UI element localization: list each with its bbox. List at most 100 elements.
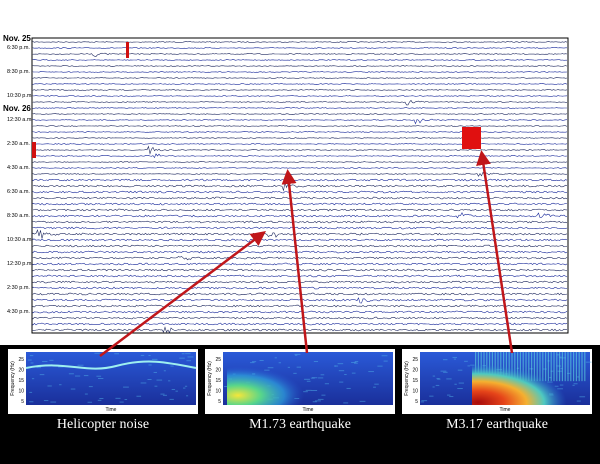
trace xyxy=(32,118,568,125)
time-labels: Nov. 25 Nov. 26 6:30 p.m. 8:30 p.m. 10:30 p.… xyxy=(3,34,33,315)
noise xyxy=(29,401,34,403)
tick-label: 10 xyxy=(18,389,24,395)
time-label: 8:30 a.m. xyxy=(7,213,30,219)
noise xyxy=(96,375,102,377)
caption: M1.73 earthquake xyxy=(249,417,351,432)
noise xyxy=(436,378,440,380)
noise xyxy=(421,400,428,402)
arrow xyxy=(476,150,514,354)
time-label: 12:30 p.m. xyxy=(7,261,33,267)
trace xyxy=(32,113,568,115)
noise xyxy=(353,362,358,364)
noise xyxy=(374,383,379,385)
noise xyxy=(432,375,436,377)
tick-label: 25 xyxy=(215,357,221,363)
noise xyxy=(437,378,441,380)
noise xyxy=(185,353,191,355)
noise xyxy=(99,397,104,399)
signal xyxy=(472,354,590,405)
noise xyxy=(47,385,52,387)
noise xyxy=(49,359,54,361)
trace xyxy=(32,83,568,85)
trace xyxy=(32,99,567,106)
noise xyxy=(97,399,102,401)
noise xyxy=(68,373,74,375)
noise xyxy=(458,382,464,384)
noise xyxy=(154,385,158,387)
tick-label: 10 xyxy=(215,389,221,395)
noise xyxy=(153,371,157,373)
noise xyxy=(339,381,344,383)
axis-label: Frequency (Hz) xyxy=(404,361,410,396)
caption: M3.17 earthquake xyxy=(446,417,548,432)
noise xyxy=(140,354,145,356)
noise xyxy=(75,375,81,377)
noise xyxy=(359,400,366,402)
tick-label: 25 xyxy=(18,357,24,363)
noise xyxy=(115,397,121,399)
trace xyxy=(32,65,568,67)
signal xyxy=(227,357,337,405)
trace xyxy=(32,236,568,243)
noise xyxy=(170,365,174,367)
noise xyxy=(440,370,447,372)
trace xyxy=(32,89,568,91)
noise xyxy=(50,401,57,403)
tick-label: 5 xyxy=(218,399,221,405)
tick-label: 20 xyxy=(215,368,221,374)
noise xyxy=(124,399,128,401)
time-label: 10:30 a.m. xyxy=(7,237,33,243)
noise xyxy=(29,355,34,357)
noise xyxy=(429,395,434,397)
tick-label: 20 xyxy=(18,368,24,374)
trace xyxy=(32,322,568,326)
trace xyxy=(32,220,568,224)
trace xyxy=(32,292,568,296)
noise xyxy=(449,396,454,398)
noise xyxy=(136,395,142,397)
noise xyxy=(171,388,176,390)
noise xyxy=(119,401,124,403)
time-label: 10:30 p.m. xyxy=(7,93,33,99)
trace xyxy=(32,229,568,239)
noise xyxy=(179,357,185,359)
trace xyxy=(32,256,568,261)
tick-label: 15 xyxy=(215,378,221,384)
trace xyxy=(32,202,568,206)
noise xyxy=(338,370,345,372)
trace xyxy=(32,178,568,182)
noise xyxy=(162,394,167,396)
trace xyxy=(32,212,568,219)
trace xyxy=(32,208,568,212)
noise xyxy=(346,387,351,389)
time-label: 8:30 p.m. xyxy=(7,69,30,75)
noise xyxy=(381,355,388,357)
trace xyxy=(32,167,568,169)
arrow xyxy=(281,169,309,354)
trace xyxy=(32,95,568,97)
trace xyxy=(32,190,567,194)
noise xyxy=(181,353,185,355)
tick-label: 25 xyxy=(412,357,418,363)
noise xyxy=(354,360,359,362)
trace xyxy=(32,52,568,57)
trace xyxy=(32,244,568,248)
noise xyxy=(344,374,347,376)
noise xyxy=(151,358,158,360)
noise xyxy=(84,393,88,395)
noise xyxy=(163,370,166,372)
signal xyxy=(25,360,197,370)
noise xyxy=(27,359,32,361)
noise xyxy=(98,378,104,380)
noise xyxy=(140,382,147,384)
arrows xyxy=(99,150,514,357)
time-label: 2:30 a.m. xyxy=(7,141,30,147)
tick-label: 20 xyxy=(412,368,418,374)
noise xyxy=(31,378,35,380)
trace xyxy=(32,262,568,266)
noise xyxy=(294,354,298,356)
tick-label: 5 xyxy=(21,399,24,405)
